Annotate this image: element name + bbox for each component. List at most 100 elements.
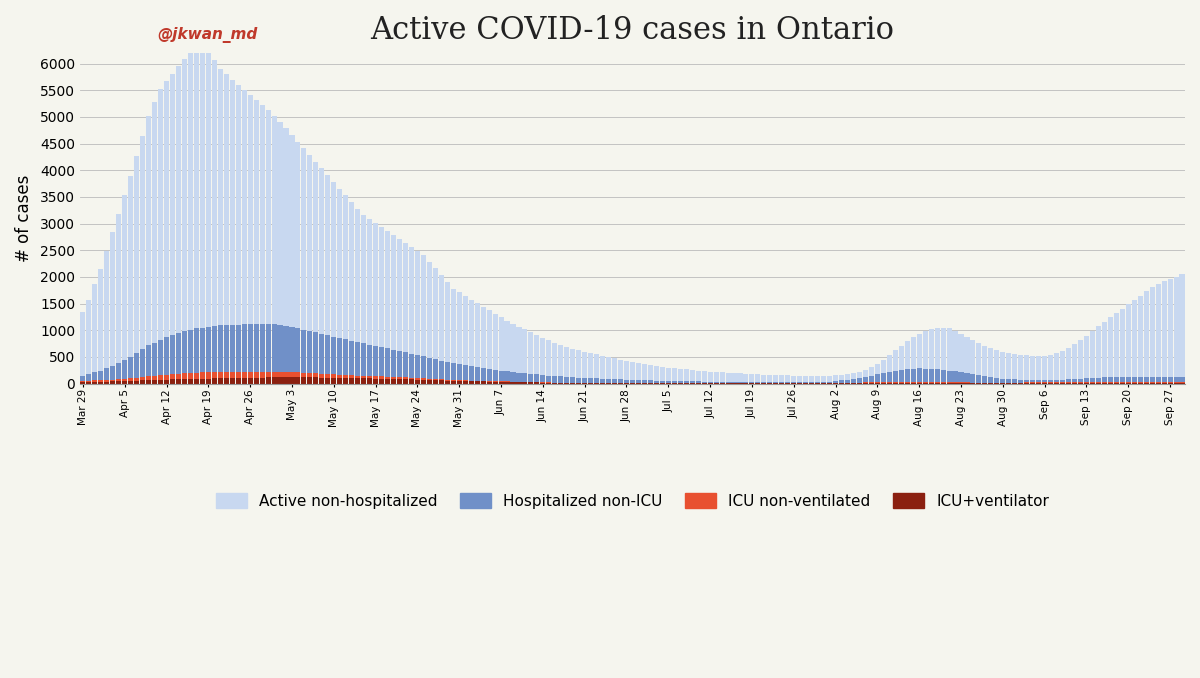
Bar <box>1030 356 1036 380</box>
Bar <box>720 382 725 383</box>
Bar <box>989 377 994 382</box>
Bar <box>516 327 522 372</box>
Bar <box>522 373 528 382</box>
Bar <box>379 376 384 379</box>
Bar <box>1108 377 1112 382</box>
Bar <box>241 89 247 324</box>
Bar <box>313 374 318 378</box>
Bar <box>379 379 384 384</box>
Bar <box>331 182 336 336</box>
Bar <box>469 380 474 381</box>
Bar <box>672 381 677 383</box>
Bar <box>480 307 486 368</box>
Bar <box>1001 352 1006 378</box>
Bar <box>241 372 247 378</box>
Bar <box>313 332 318 374</box>
Bar <box>755 382 761 383</box>
Bar <box>1108 382 1112 384</box>
Bar <box>1144 377 1148 382</box>
Bar <box>337 338 342 375</box>
Bar <box>319 168 324 334</box>
Bar <box>247 378 253 384</box>
Bar <box>624 361 629 380</box>
Bar <box>265 372 271 378</box>
Bar <box>98 380 103 382</box>
Bar <box>445 362 450 380</box>
Bar <box>1150 382 1154 384</box>
Bar <box>576 351 581 378</box>
Bar <box>104 382 109 384</box>
Bar <box>1132 300 1136 377</box>
Bar <box>259 323 265 372</box>
Bar <box>98 382 103 384</box>
Bar <box>1168 382 1172 384</box>
Bar <box>397 351 402 377</box>
Bar <box>827 376 832 382</box>
Bar <box>564 377 569 382</box>
Bar <box>235 85 241 325</box>
Bar <box>475 367 480 380</box>
Bar <box>1144 291 1148 377</box>
Bar <box>200 39 205 327</box>
Bar <box>1048 380 1054 382</box>
Bar <box>995 378 1000 382</box>
Bar <box>546 376 551 382</box>
Bar <box>1048 383 1054 384</box>
Bar <box>582 378 587 383</box>
Bar <box>80 376 85 381</box>
Bar <box>188 52 193 330</box>
Bar <box>749 374 755 382</box>
Bar <box>158 375 163 380</box>
Bar <box>827 382 832 383</box>
Bar <box>857 378 862 382</box>
Bar <box>702 382 707 383</box>
Bar <box>122 360 127 379</box>
Bar <box>217 372 223 378</box>
Bar <box>92 372 97 380</box>
Bar <box>1024 355 1030 380</box>
Bar <box>253 100 259 324</box>
Bar <box>875 374 880 382</box>
Bar <box>415 251 420 355</box>
Bar <box>1072 344 1078 379</box>
Bar <box>594 355 599 378</box>
Bar <box>1132 377 1136 382</box>
Bar <box>522 330 528 373</box>
Bar <box>385 377 390 379</box>
Bar <box>194 379 199 384</box>
Bar <box>1060 380 1066 382</box>
Bar <box>469 366 474 380</box>
Bar <box>373 346 378 376</box>
Bar <box>194 45 199 328</box>
Bar <box>815 376 820 382</box>
Bar <box>206 378 211 384</box>
Bar <box>1066 382 1072 384</box>
Bar <box>875 363 880 374</box>
Bar <box>1013 354 1018 380</box>
Bar <box>283 372 288 377</box>
Bar <box>504 321 510 371</box>
Bar <box>983 376 988 382</box>
Bar <box>540 338 546 375</box>
Bar <box>1180 377 1184 382</box>
Bar <box>558 376 563 382</box>
Bar <box>176 333 181 374</box>
Bar <box>433 359 438 379</box>
Bar <box>349 340 354 376</box>
Bar <box>1126 377 1130 382</box>
Bar <box>1156 382 1160 384</box>
Bar <box>791 376 797 382</box>
Bar <box>1066 380 1072 382</box>
Bar <box>457 381 462 384</box>
Bar <box>684 381 689 383</box>
Bar <box>845 380 850 382</box>
Bar <box>170 380 175 384</box>
Bar <box>1054 353 1060 380</box>
Bar <box>660 381 665 383</box>
Bar <box>409 354 414 378</box>
Bar <box>265 111 271 324</box>
Bar <box>295 372 300 377</box>
Bar <box>343 339 348 375</box>
Bar <box>929 330 934 369</box>
Bar <box>1138 296 1142 377</box>
